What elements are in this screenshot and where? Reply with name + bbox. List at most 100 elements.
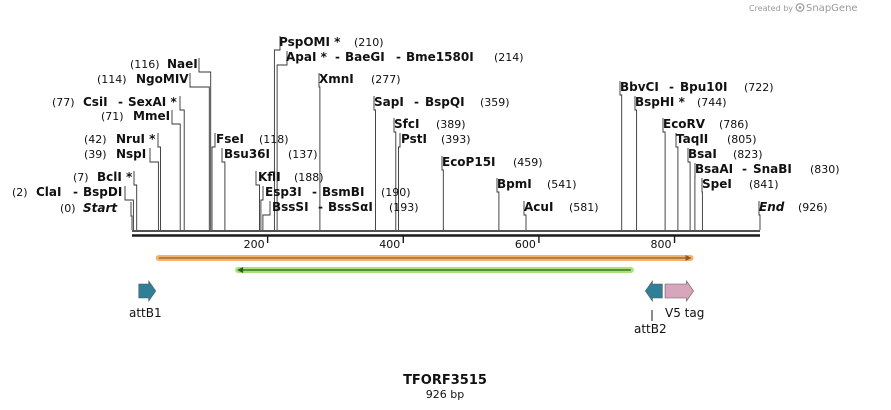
site-leader-ecop15i [441, 156, 444, 230]
site-pos-bsphi: (744) [697, 96, 727, 109]
site-leader-pspomi [273, 36, 281, 230]
feature-attb2-arrow-icon [645, 280, 663, 302]
site-label-bspqi: BspQI [425, 95, 465, 109]
site-label-clai: ClaI [36, 185, 61, 199]
site-leader-mmei [171, 110, 181, 230]
feature-v5-tag-arrow-icon [664, 280, 694, 302]
site-leader-acui [523, 201, 527, 230]
site-pos-nrui: (42) [84, 133, 107, 146]
site-label-sapi: SapI [374, 95, 404, 109]
site-label-sfci: SfcI [394, 117, 419, 131]
site-leader-nspi [149, 148, 159, 230]
site-label-bpmi: BpmI [497, 177, 532, 191]
site-leader-sfci [393, 118, 397, 230]
site-pos-bsai: (823) [733, 148, 763, 161]
credit: Created by SnapGene [749, 3, 858, 14]
site-label-mmei: MmeI [133, 109, 170, 123]
site-label-bsssi: BssSI [272, 200, 309, 214]
site-leader-xmni [318, 73, 321, 230]
site-leader-csii [179, 96, 185, 230]
site-pos-end: (926) [798, 201, 828, 214]
site-label-ecop15i: EcoP15I [442, 155, 496, 169]
site-pos-ngomiv: (114) [97, 73, 127, 86]
map-title: TFORF3515 [403, 373, 487, 388]
scale-tick-label-400: 400 [379, 238, 400, 251]
site-leader-bcli [133, 171, 138, 230]
site-label-end: End [759, 200, 785, 214]
features-track [138, 255, 694, 302]
credit-prefix: Created by [749, 4, 793, 13]
feature-attb1-arrow-icon [138, 280, 157, 302]
site-leader-bsphi [634, 96, 638, 230]
site-label-bsmbi: BsmBI [322, 185, 364, 199]
site-label-snabi: SnaBI [753, 162, 792, 176]
feature-orf-arrowhead-icon [685, 255, 692, 261]
site-pos-bsaai: (830) [810, 163, 840, 176]
site-label-bspqi-sep: - [414, 95, 419, 109]
site-label-pspomi: PspOMI * [279, 35, 341, 49]
site-label-nspi: NspI [116, 147, 146, 161]
site-pos-taqii: (805) [727, 133, 757, 146]
site-leader-esp3i [260, 186, 264, 230]
site-label-snabi-sep: - [742, 162, 747, 176]
credit-brand: SnapGene [806, 3, 858, 14]
site-label-fsei: FseI [216, 132, 244, 146]
feature-primer-region-arrowhead-icon [237, 267, 244, 273]
site-label-naei: NaeI [167, 57, 198, 71]
feature-label-v5-tag: V5 tag [665, 306, 704, 320]
site-label-bsu36i: Bsu36I [224, 147, 270, 161]
site-label-sexai: SexAI * [128, 95, 177, 109]
scale-tick-label-800: 800 [651, 238, 672, 251]
site-pos-xmni: (277) [371, 73, 401, 86]
site-pos-sfci: (389) [436, 118, 466, 131]
site-label-bsaai: BsaAI [695, 162, 733, 176]
site-label-baegi: BaeGI [345, 50, 385, 64]
site-pos-psti: (393) [441, 133, 471, 146]
site-label-bme1580i-sep: - [396, 50, 401, 64]
site-label-taqii: TaqII [676, 132, 708, 146]
site-pos-acui: (581) [569, 201, 599, 214]
site-pos-bsu36i: (137) [288, 148, 318, 161]
site-leader-taqii [675, 133, 679, 230]
site-leader-start [130, 202, 133, 230]
feature-label-attb1: attB1 [129, 306, 162, 320]
site-leader-lines [124, 36, 761, 230]
site-leader-bbvci [619, 81, 623, 230]
site-label-bsssai: BssSαI [328, 200, 373, 214]
site-pos-nspi: (39) [84, 148, 107, 161]
site-leader-clai [124, 186, 134, 230]
site-pos-esp3i: (190) [381, 186, 411, 199]
site-leader-bpmi [496, 178, 500, 230]
site-pos-apai: (214) [494, 51, 524, 64]
site-leader-apai [276, 51, 288, 230]
site-pos-clai: (2) [12, 186, 28, 199]
site-label-spei: SpeI [702, 177, 732, 191]
site-label-bsssai-sep: - [318, 200, 323, 214]
site-pos-fsei: (118) [259, 133, 289, 146]
site-leader-nrui [157, 133, 161, 230]
scale-tick-label-600: 600 [515, 238, 536, 251]
site-label-baegi-sep: - [335, 50, 340, 64]
feature-label-attb2: attB2 [634, 322, 667, 336]
site-pos-start: (0) [60, 202, 76, 215]
scale-tick-label-200: 200 [244, 238, 265, 251]
site-label-bpu10i: Bpu10I [680, 80, 727, 94]
site-label-apai: ApaI * [286, 50, 328, 64]
site-pos-bcli: (7) [73, 171, 89, 184]
site-leader-naei [198, 58, 212, 230]
site-leader-end [758, 201, 761, 230]
site-label-esp3i: Esp3I [265, 185, 302, 199]
site-pos-kfli: (188) [294, 171, 324, 184]
site-leader-ngomiv [189, 73, 210, 230]
sequence-backbone [132, 230, 760, 237]
site-label-bsphi: BspHI * [635, 95, 686, 109]
site-pos-csii: (77) [52, 96, 75, 109]
site-pos-naei: (116) [130, 58, 160, 71]
site-leader-bsssi [262, 201, 271, 230]
site-label-sexai-sep: - [118, 95, 123, 109]
site-label-ngomiv: NgoMIV [136, 72, 189, 86]
site-leader-ecorv [662, 118, 666, 230]
site-pos-ecorv: (786) [719, 118, 749, 131]
site-label-bpu10i-sep: - [669, 80, 674, 94]
